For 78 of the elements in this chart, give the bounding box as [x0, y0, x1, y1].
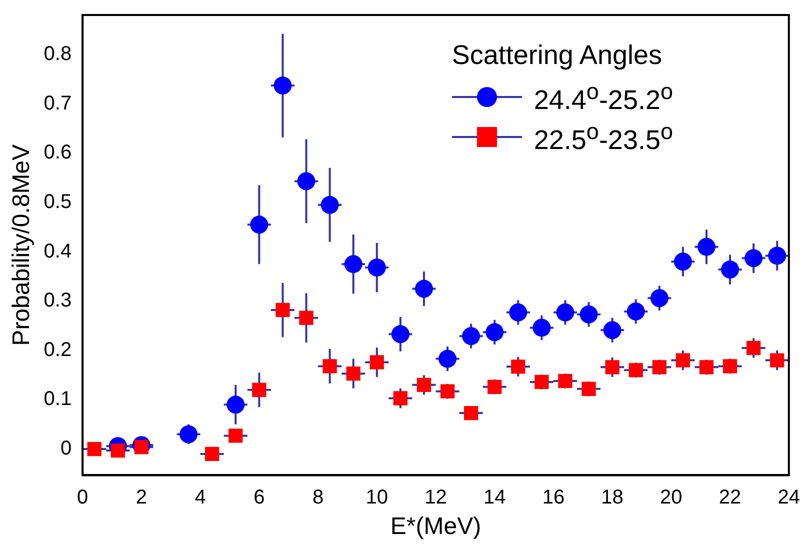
point: [464, 406, 478, 420]
point: [205, 446, 220, 462]
point: [276, 302, 290, 318]
point: [674, 252, 692, 271]
point: [250, 216, 268, 234]
point: [370, 355, 384, 370]
point: [768, 246, 786, 265]
point: [721, 260, 740, 279]
point: [699, 360, 714, 374]
point: [180, 425, 198, 444]
x-tick-label: 12: [424, 486, 447, 509]
x-axis-title: E*(MeV): [390, 513, 482, 540]
point: [486, 323, 504, 342]
point: [440, 384, 455, 398]
x-tick-label: 6: [254, 486, 265, 509]
y-tick-label: 0.3: [44, 290, 72, 312]
legend-label: 22.5$^{o}$-23.5$^{o}$: [534, 118, 673, 156]
point: [676, 353, 690, 368]
point: [580, 305, 598, 324]
legend-title: Scattering Angles: [452, 40, 663, 71]
point: [252, 382, 266, 397]
x-tick-label: 4: [194, 486, 206, 509]
point: [582, 382, 596, 396]
x-tick-label: 24: [778, 486, 800, 509]
x-tick-label: 18: [601, 486, 624, 509]
point: [603, 321, 622, 340]
point: [299, 310, 314, 325]
x-tick-label: 14: [483, 486, 506, 509]
point: [346, 366, 360, 381]
legend-label: 24.4$^{o}$-25.2$^{o}$: [534, 78, 673, 116]
point: [416, 378, 432, 392]
point: [368, 258, 386, 277]
point: [462, 327, 480, 346]
point: [744, 249, 763, 268]
point: [532, 318, 551, 337]
point: [322, 359, 337, 374]
point: [344, 255, 362, 274]
y-tick-label: 0.2: [44, 338, 72, 361]
point: [556, 303, 574, 322]
point: [393, 391, 408, 406]
point: [628, 363, 643, 378]
point: [534, 374, 549, 390]
point: [226, 396, 245, 414]
y-tick-label: 0.5: [44, 190, 72, 213]
point: [652, 360, 666, 374]
point: [558, 374, 572, 388]
x-tick-label: 0: [77, 486, 88, 509]
point: [414, 280, 433, 298]
x-tick-label: 2: [136, 486, 148, 509]
y-tick-label: 0: [60, 438, 72, 460]
point: [87, 442, 102, 456]
point: [438, 350, 457, 368]
x-tick-label: 16: [542, 486, 565, 509]
point: [228, 428, 243, 443]
point: [391, 325, 410, 344]
point: [297, 172, 316, 190]
y-tick-label: 0.6: [44, 142, 72, 164]
point: [320, 196, 339, 214]
y-tick-label: 0.4: [44, 240, 72, 262]
y-tick-label: 0.1: [44, 388, 72, 410]
y-axis-title: Probability/0.8MeV: [8, 144, 36, 346]
point: [511, 360, 526, 374]
x-tick-label: 8: [312, 486, 324, 509]
point: [605, 360, 620, 374]
point: [770, 353, 784, 368]
y-tick-label: 0.8: [44, 42, 72, 65]
x-tick-label: 20: [660, 486, 682, 509]
point: [746, 340, 761, 356]
point: [626, 302, 645, 320]
point: [274, 76, 292, 95]
y-tick-label: 0.7: [44, 92, 72, 114]
x-tick-label: 22: [718, 486, 742, 509]
point: [509, 303, 528, 322]
x-tick-label: 10: [366, 486, 388, 509]
point: [697, 238, 716, 256]
point: [722, 359, 738, 374]
point: [488, 380, 502, 394]
point: [650, 289, 668, 308]
